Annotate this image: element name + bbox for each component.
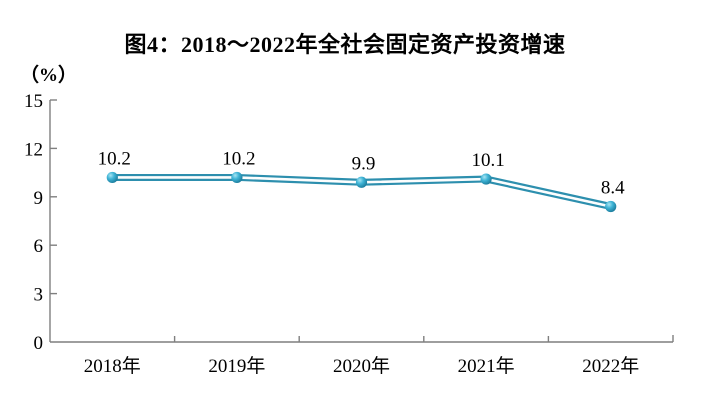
- x-tick-label: 2021年: [458, 355, 515, 377]
- y-tick-label: 0: [34, 333, 44, 354]
- data-point-marker[interactable]: [231, 171, 243, 184]
- chart-title: 图4：2018～2022年全社会固定资产投资增速: [124, 32, 566, 57]
- x-tick-label: 2019年: [208, 355, 265, 377]
- y-tick-label: 9: [34, 188, 44, 209]
- data-point-marker[interactable]: [355, 176, 368, 188]
- x-tick-label: 2022年: [582, 355, 639, 377]
- y-tick-label: 6: [34, 236, 44, 257]
- x-tick-label: 2018年: [84, 355, 141, 377]
- data-point-marker[interactable]: [480, 173, 492, 185]
- data-point-marker[interactable]: [605, 200, 617, 213]
- data-label: 10.1: [471, 150, 504, 171]
- y-tick-label: 3: [34, 285, 44, 306]
- data-label: 8.4: [601, 177, 625, 198]
- y-tick-label: 15: [24, 91, 43, 112]
- data-label: 10.2: [222, 148, 255, 169]
- x-tick-label: 2020年: [333, 355, 390, 377]
- y-tick-label: 12: [24, 139, 43, 160]
- data-point-marker[interactable]: [106, 171, 118, 184]
- data-label: 10.2: [98, 148, 131, 169]
- data-label: 9.9: [352, 153, 376, 174]
- y-axis-unit-label: （%）: [20, 65, 78, 86]
